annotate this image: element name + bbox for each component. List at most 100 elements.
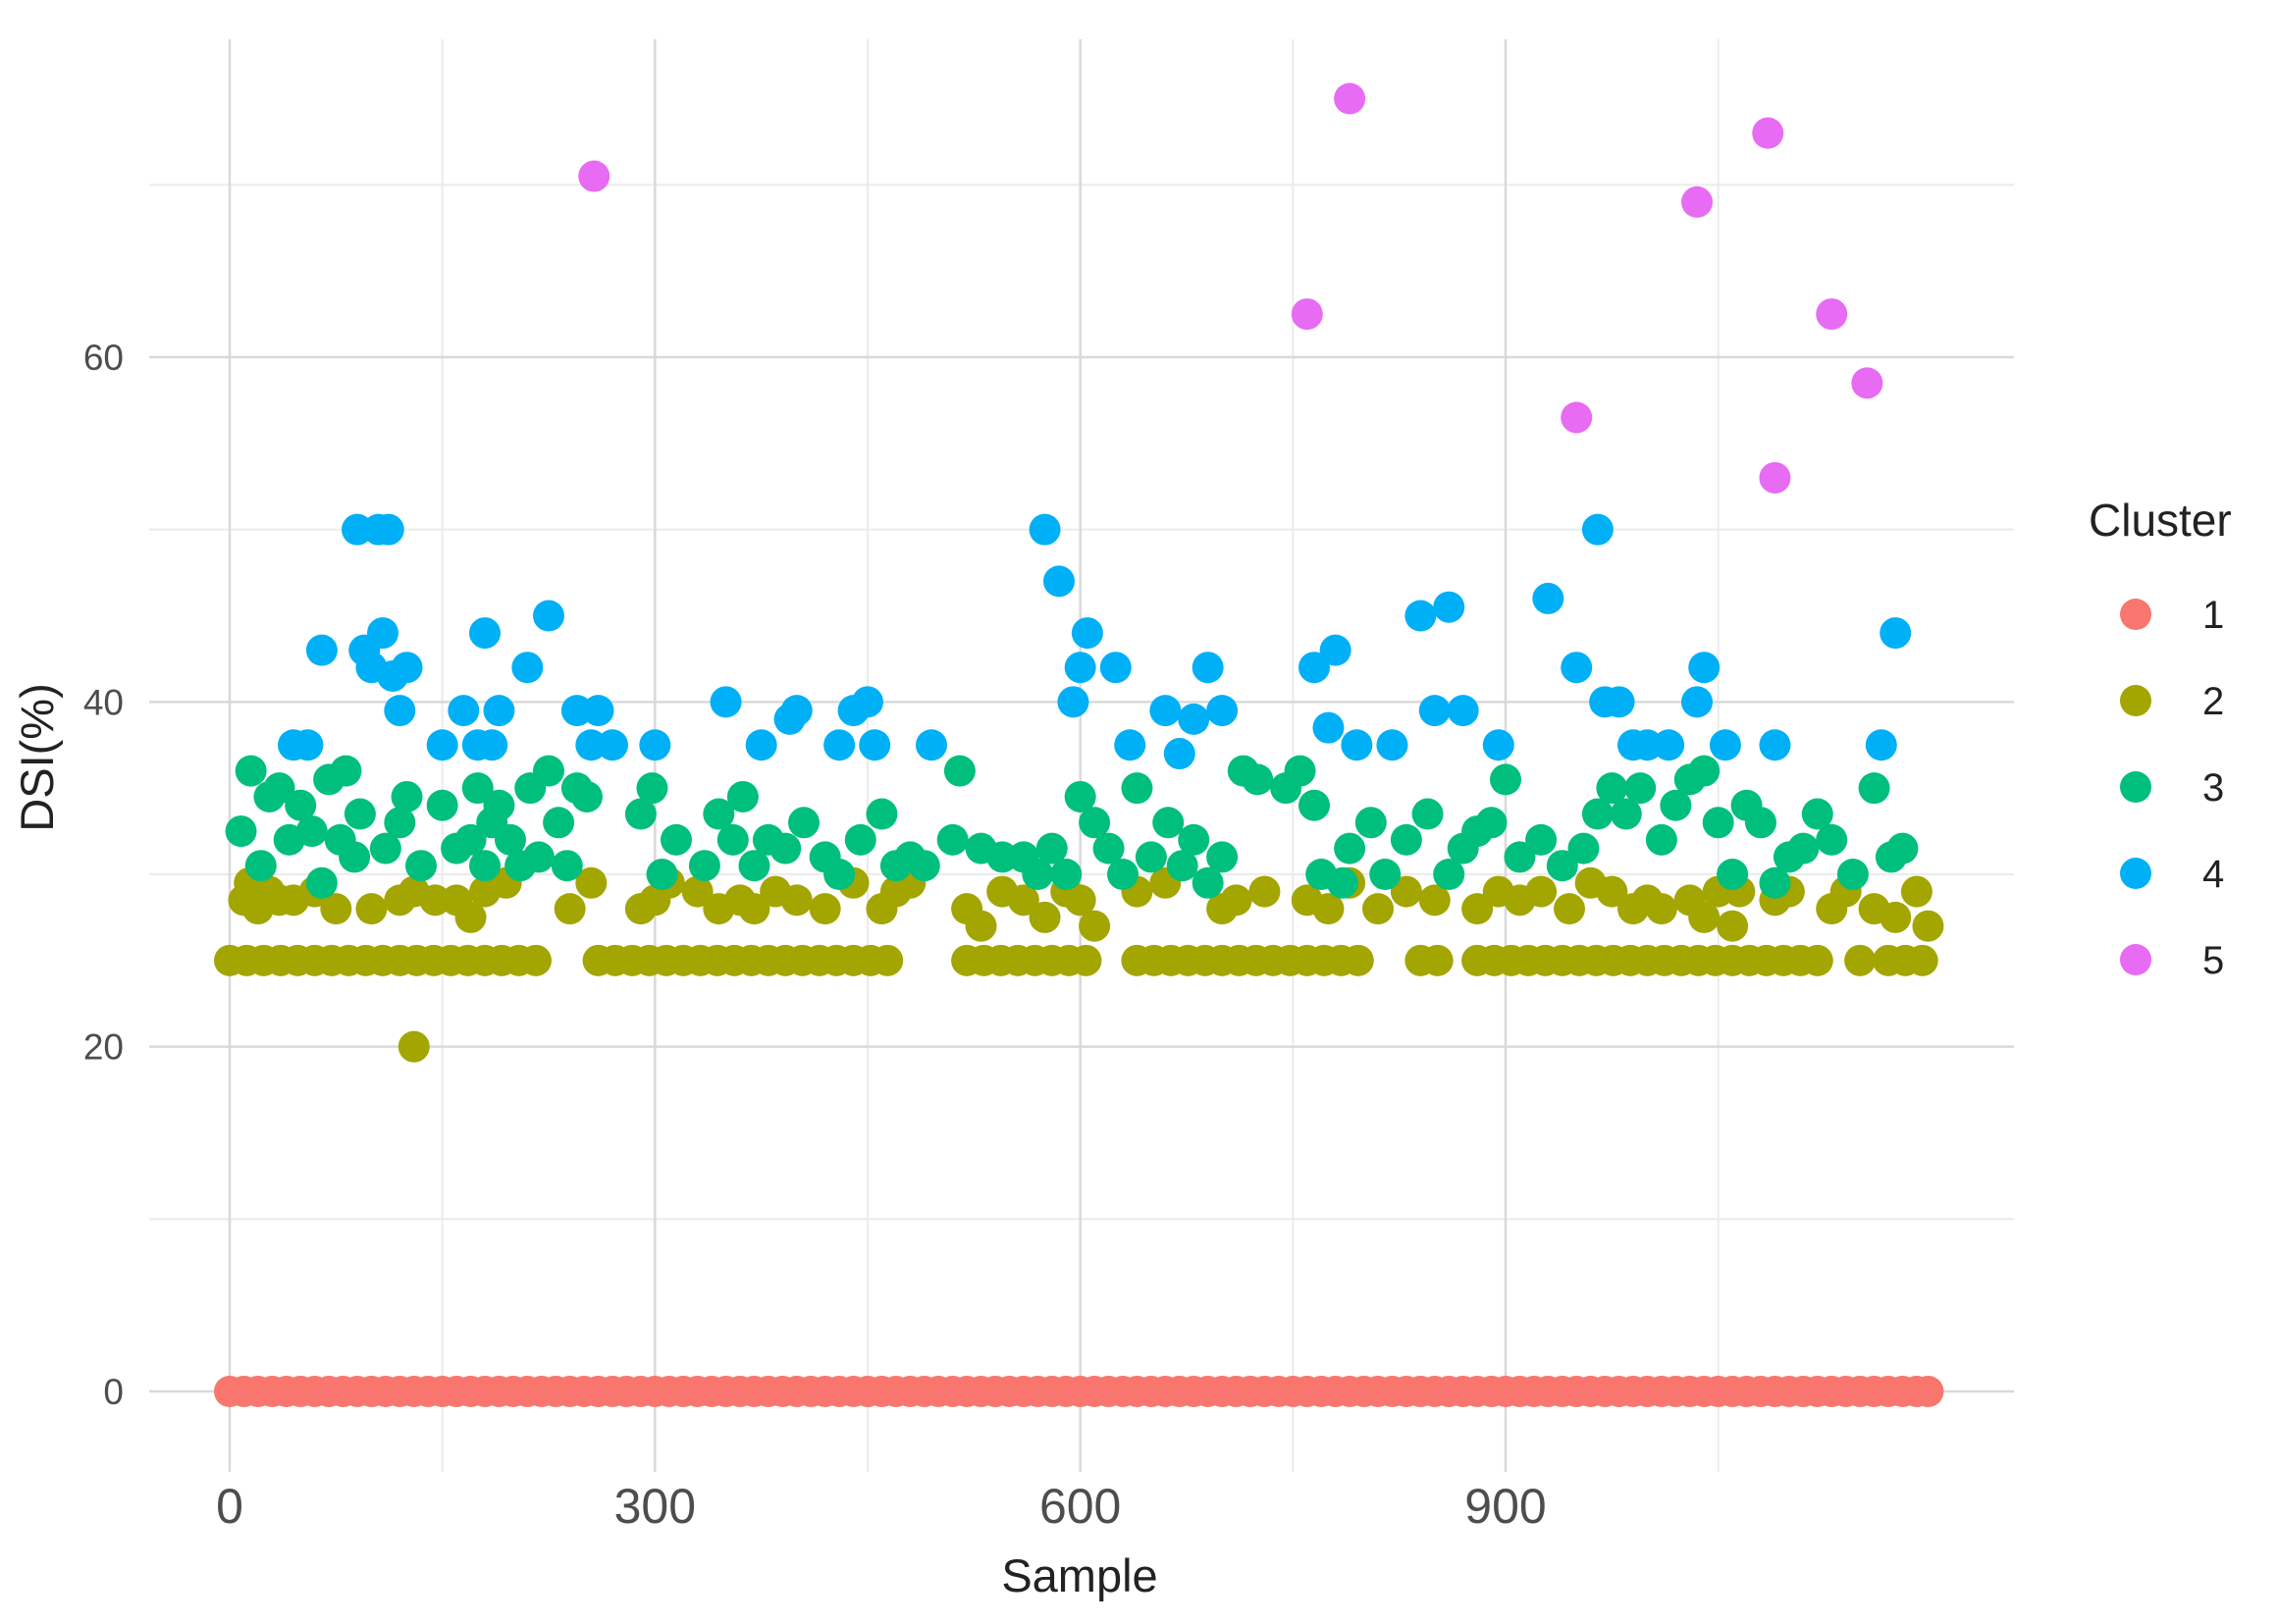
point-cluster-3 xyxy=(1886,832,1919,864)
legend-title: Cluster xyxy=(2089,495,2232,546)
point-cluster-3 xyxy=(726,780,759,812)
legend-key-4 xyxy=(2120,858,2151,889)
point-cluster-2 xyxy=(809,893,841,925)
point-cluster-3 xyxy=(330,755,362,787)
point-cluster-4 xyxy=(1880,617,1912,650)
legend-label-2: 2 xyxy=(2202,680,2224,723)
point-cluster-3 xyxy=(1836,859,1869,890)
point-cluster-2 xyxy=(1220,884,1252,917)
point-cluster-2 xyxy=(1525,875,1558,908)
point-cluster-3 xyxy=(1660,789,1692,821)
point-cluster-3 xyxy=(571,780,603,812)
point-cluster-3 xyxy=(1192,866,1224,899)
point-cluster-2 xyxy=(1906,944,1938,976)
point-cluster-5 xyxy=(1752,117,1784,149)
point-cluster-3 xyxy=(1787,832,1820,864)
point-cluster-4 xyxy=(1759,729,1791,761)
point-cluster-3 xyxy=(1624,772,1657,805)
point-cluster-5 xyxy=(1561,401,1593,434)
point-cluster-3 xyxy=(823,859,856,890)
point-cluster-3 xyxy=(369,832,401,864)
point-cluster-3 xyxy=(426,789,458,821)
point-cluster-5 xyxy=(1759,461,1791,494)
point-cluster-4 xyxy=(448,695,480,727)
point-cluster-3 xyxy=(461,772,494,805)
point-cluster-4 xyxy=(291,729,324,761)
point-cluster-3 xyxy=(1745,807,1776,839)
point-cluster-3 xyxy=(1433,859,1465,890)
point-cluster-2 xyxy=(1554,893,1585,925)
point-cluster-4 xyxy=(1581,513,1614,546)
point-cluster-4 xyxy=(305,634,338,666)
point-cluster-3 xyxy=(1035,832,1068,864)
point-cluster-2 xyxy=(1390,875,1422,908)
point-cluster-3 xyxy=(788,807,820,839)
point-cluster-4 xyxy=(1418,695,1451,727)
point-cluster-2 xyxy=(1461,893,1494,925)
point-cluster-2 xyxy=(872,944,904,976)
point-cluster-3 xyxy=(1022,859,1054,890)
point-cluster-4 xyxy=(1532,582,1564,614)
point-cluster-2 xyxy=(1079,910,1111,942)
point-cluster-3 xyxy=(636,772,668,805)
y-tick-label: 40 xyxy=(83,682,124,722)
point-cluster-2 xyxy=(1029,901,1061,933)
point-cluster-3 xyxy=(1064,780,1096,812)
point-cluster-4 xyxy=(859,729,891,761)
point-cluster-4 xyxy=(391,652,423,684)
y-tick-label: 0 xyxy=(103,1372,124,1412)
point-cluster-2 xyxy=(1900,875,1933,908)
point-cluster-2 xyxy=(1312,893,1345,925)
point-cluster-3 xyxy=(1092,832,1125,864)
point-cluster-3 xyxy=(908,850,940,882)
y-axis-title: DSI(%) xyxy=(11,683,63,831)
point-cluster-4 xyxy=(1433,591,1465,623)
point-cluster-3 xyxy=(1596,772,1628,805)
point-cluster-2 xyxy=(1645,893,1677,925)
point-cluster-4 xyxy=(1709,729,1741,761)
point-cluster-4 xyxy=(372,513,404,546)
point-cluster-2 xyxy=(1688,901,1721,933)
point-cluster-3 xyxy=(738,850,770,882)
point-cluster-3 xyxy=(943,755,976,787)
point-cluster-2 xyxy=(355,893,388,925)
point-cluster-2 xyxy=(1064,884,1096,917)
point-cluster-2 xyxy=(780,884,813,917)
point-cluster-4 xyxy=(1312,711,1345,744)
point-cluster-3 xyxy=(1475,807,1508,839)
point-cluster-2 xyxy=(1912,910,1944,942)
point-cluster-3 xyxy=(1206,841,1239,873)
point-cluster-4 xyxy=(823,729,856,761)
point-cluster-2 xyxy=(575,866,608,899)
point-cluster-4 xyxy=(367,617,398,650)
point-cluster-5 xyxy=(1291,298,1323,331)
point-cluster-3 xyxy=(469,850,501,882)
point-cluster-4 xyxy=(533,600,564,632)
point-cluster-4 xyxy=(1149,695,1182,727)
point-cluster-3 xyxy=(866,798,898,830)
point-cluster-4 xyxy=(1341,729,1373,761)
point-cluster-5 xyxy=(1816,298,1848,331)
point-cluster-2 xyxy=(1418,884,1451,917)
legend: Cluster 1 2 3 4 5 xyxy=(2089,495,2232,982)
point-cluster-3 xyxy=(1490,763,1521,796)
point-cluster-3 xyxy=(1688,755,1721,787)
point-cluster-3 xyxy=(1567,832,1600,864)
point-cluster-3 xyxy=(769,832,802,864)
point-cluster-4 xyxy=(745,729,777,761)
point-cluster-3 xyxy=(244,850,277,882)
point-cluster-2 xyxy=(320,893,352,925)
point-cluster-3 xyxy=(1135,841,1167,873)
point-cluster-4 xyxy=(1865,729,1897,761)
point-cluster-4 xyxy=(1099,652,1132,684)
y-tick-label: 60 xyxy=(83,338,124,378)
point-cluster-4 xyxy=(1319,634,1351,666)
point-cluster-2 xyxy=(1070,944,1102,976)
point-cluster-3 xyxy=(624,798,657,830)
point-cluster-3 xyxy=(1121,772,1153,805)
point-cluster-3 xyxy=(1610,798,1642,830)
point-cluster-2 xyxy=(1342,944,1374,976)
point-cluster-3 xyxy=(235,755,267,787)
legend-key-3 xyxy=(2120,771,2151,803)
